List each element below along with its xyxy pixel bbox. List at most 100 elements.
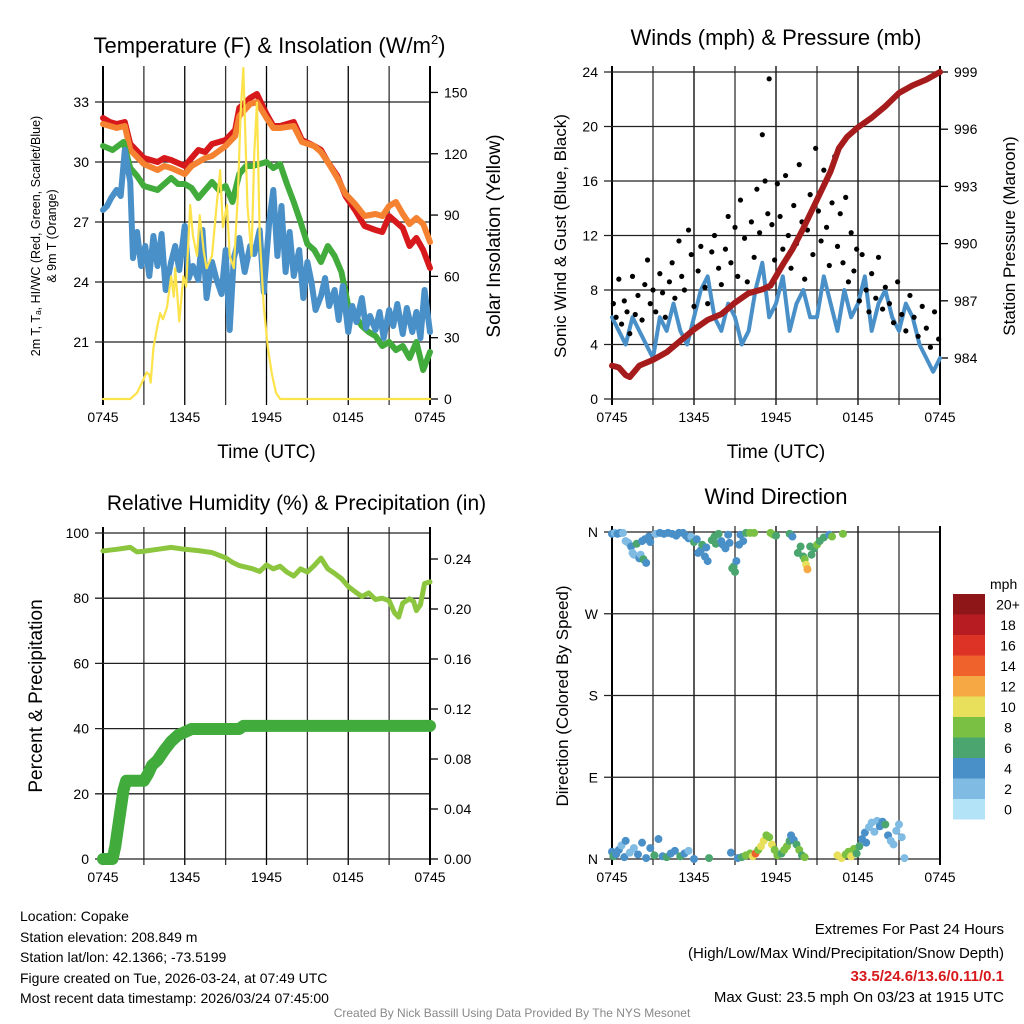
y2-tick-label: 999: [954, 64, 978, 80]
gust-point: [843, 194, 849, 200]
gust-point: [869, 271, 875, 277]
wind-direction-point: [702, 543, 711, 552]
gust-point: [856, 298, 862, 304]
extremes-values: 33.5/24.6/13.6/0.11/0.1: [850, 968, 1004, 985]
gust-point: [610, 301, 616, 307]
created-text: Figure created on Tue, 2026-03-24, at 07…: [20, 969, 328, 986]
y-tick-label: 20: [582, 119, 598, 135]
y2-tick-label: 0.04: [444, 801, 471, 817]
y2-axis-label: Station Pressure (Maroon): [1000, 136, 1019, 335]
wind-direction-point: [703, 557, 712, 566]
chart-title: Relative Humidity (%) & Precipitation (i…: [107, 492, 486, 515]
gust-point: [826, 262, 832, 269]
y-tick-label: N: [588, 524, 598, 540]
colorbar-label: mph: [990, 576, 1017, 592]
y2-tick-label: 60: [444, 268, 460, 284]
gust-point: [791, 202, 797, 209]
wind-direction-point: [618, 528, 627, 537]
colorbar-tick-label: 2: [1004, 781, 1012, 797]
gust-point: [662, 314, 668, 320]
colorbar-tick-label: 16: [1000, 637, 1016, 653]
x-tick-label: 0745: [596, 869, 627, 885]
gust-point: [772, 257, 778, 263]
gust-point: [642, 281, 648, 288]
gust-point: [676, 238, 682, 244]
max-gust-text: Max Gust: 23.5 mph On 03/23 at 1915 UTC: [713, 989, 1004, 1006]
wind-direction-point: [731, 567, 739, 576]
gust-point: [766, 76, 772, 82]
gust-point: [627, 331, 633, 337]
gust-point: [659, 290, 666, 296]
y-axis-label: Direction (Colored By Speed): [553, 585, 572, 806]
y2-tick-label: 90: [444, 207, 460, 223]
gust-point: [807, 192, 813, 198]
x-tick-label: 0745: [596, 409, 627, 425]
gust-point: [882, 284, 888, 290]
wind-direction-point: [684, 846, 693, 855]
gust-point: [782, 172, 789, 179]
gust-point: [735, 273, 741, 279]
y2-tick-label: 984: [954, 350, 978, 366]
extremes-legend: (High/Low/Max Wind/Precipitation/Snow De…: [688, 945, 1004, 962]
y-axis-label: Sonic Wind & Gust (Blue, Black): [551, 114, 570, 358]
wind-direction-point: [895, 820, 903, 829]
sonic-wind-line: [610, 260, 942, 374]
gust-point: [666, 279, 673, 285]
y2-tick-label: 0: [444, 391, 452, 407]
wind-direction-point: [642, 854, 651, 863]
gust-point: [780, 246, 786, 252]
y-tick-label: 30: [73, 154, 89, 170]
wind-direction-point: [838, 529, 847, 538]
colorbar-tick-label: 8: [1004, 719, 1012, 735]
gust-point: [815, 208, 821, 214]
humidity-panel: 0745 1345 1945 0145 0745 0 20 40 60 80 100 0.00 0.04…: [26, 492, 486, 885]
gust-point: [650, 287, 656, 293]
gust-point: [702, 284, 708, 290]
gust-point: [919, 303, 925, 309]
y-tick-label: N: [588, 851, 598, 867]
colorbar-tick-label: 0: [1004, 801, 1012, 817]
wind-direction-point: [750, 528, 759, 537]
gust-point: [759, 132, 765, 138]
gust-point: [829, 200, 835, 206]
gust-point: [629, 273, 636, 279]
x-tick-label: 0145: [842, 409, 873, 425]
y-tick-label: 20: [73, 786, 89, 802]
gust-point: [875, 254, 882, 260]
credit-text: Created By Nick Bassill Using Data Provi…: [333, 1006, 691, 1020]
gust-point: [854, 246, 860, 252]
wind-direction-point: [732, 557, 741, 566]
gust-point: [681, 287, 688, 293]
gust-point: [685, 227, 692, 233]
wind-direction-point: [828, 532, 837, 541]
y-tick-label: 27: [73, 214, 89, 230]
chart-title: Winds (mph) & Pressure (mb): [631, 25, 922, 50]
gust-point: [647, 301, 653, 307]
gust-point: [848, 230, 854, 236]
gust-point: [762, 178, 768, 184]
gust-point: [895, 279, 901, 285]
wind-direction-point: [646, 537, 655, 546]
wind-direction-point: [638, 838, 647, 847]
y2-tick-label: 0.00: [444, 851, 471, 867]
gust-point: [624, 309, 630, 315]
x-tick-label: 0745: [414, 409, 445, 425]
y2-tick-label: 0.16: [444, 651, 471, 667]
wind-direction-point: [620, 853, 629, 862]
gust-point: [785, 232, 791, 239]
y2-tick-label: 150: [444, 84, 468, 100]
gust-point: [705, 301, 711, 307]
gust-point: [880, 306, 886, 312]
gust-point: [769, 222, 775, 228]
gust-point: [845, 279, 852, 285]
series-line-td: [100, 147, 433, 341]
gust-point: [718, 281, 724, 288]
y-tick-label: 24: [73, 274, 89, 290]
wind-direction-point: [654, 835, 663, 844]
colorbar-tick-label: 20+: [996, 596, 1020, 612]
y-axis-label-line2: & 9m T (Orange): [45, 189, 59, 282]
gust-point: [744, 279, 750, 285]
gust-point: [813, 145, 819, 151]
